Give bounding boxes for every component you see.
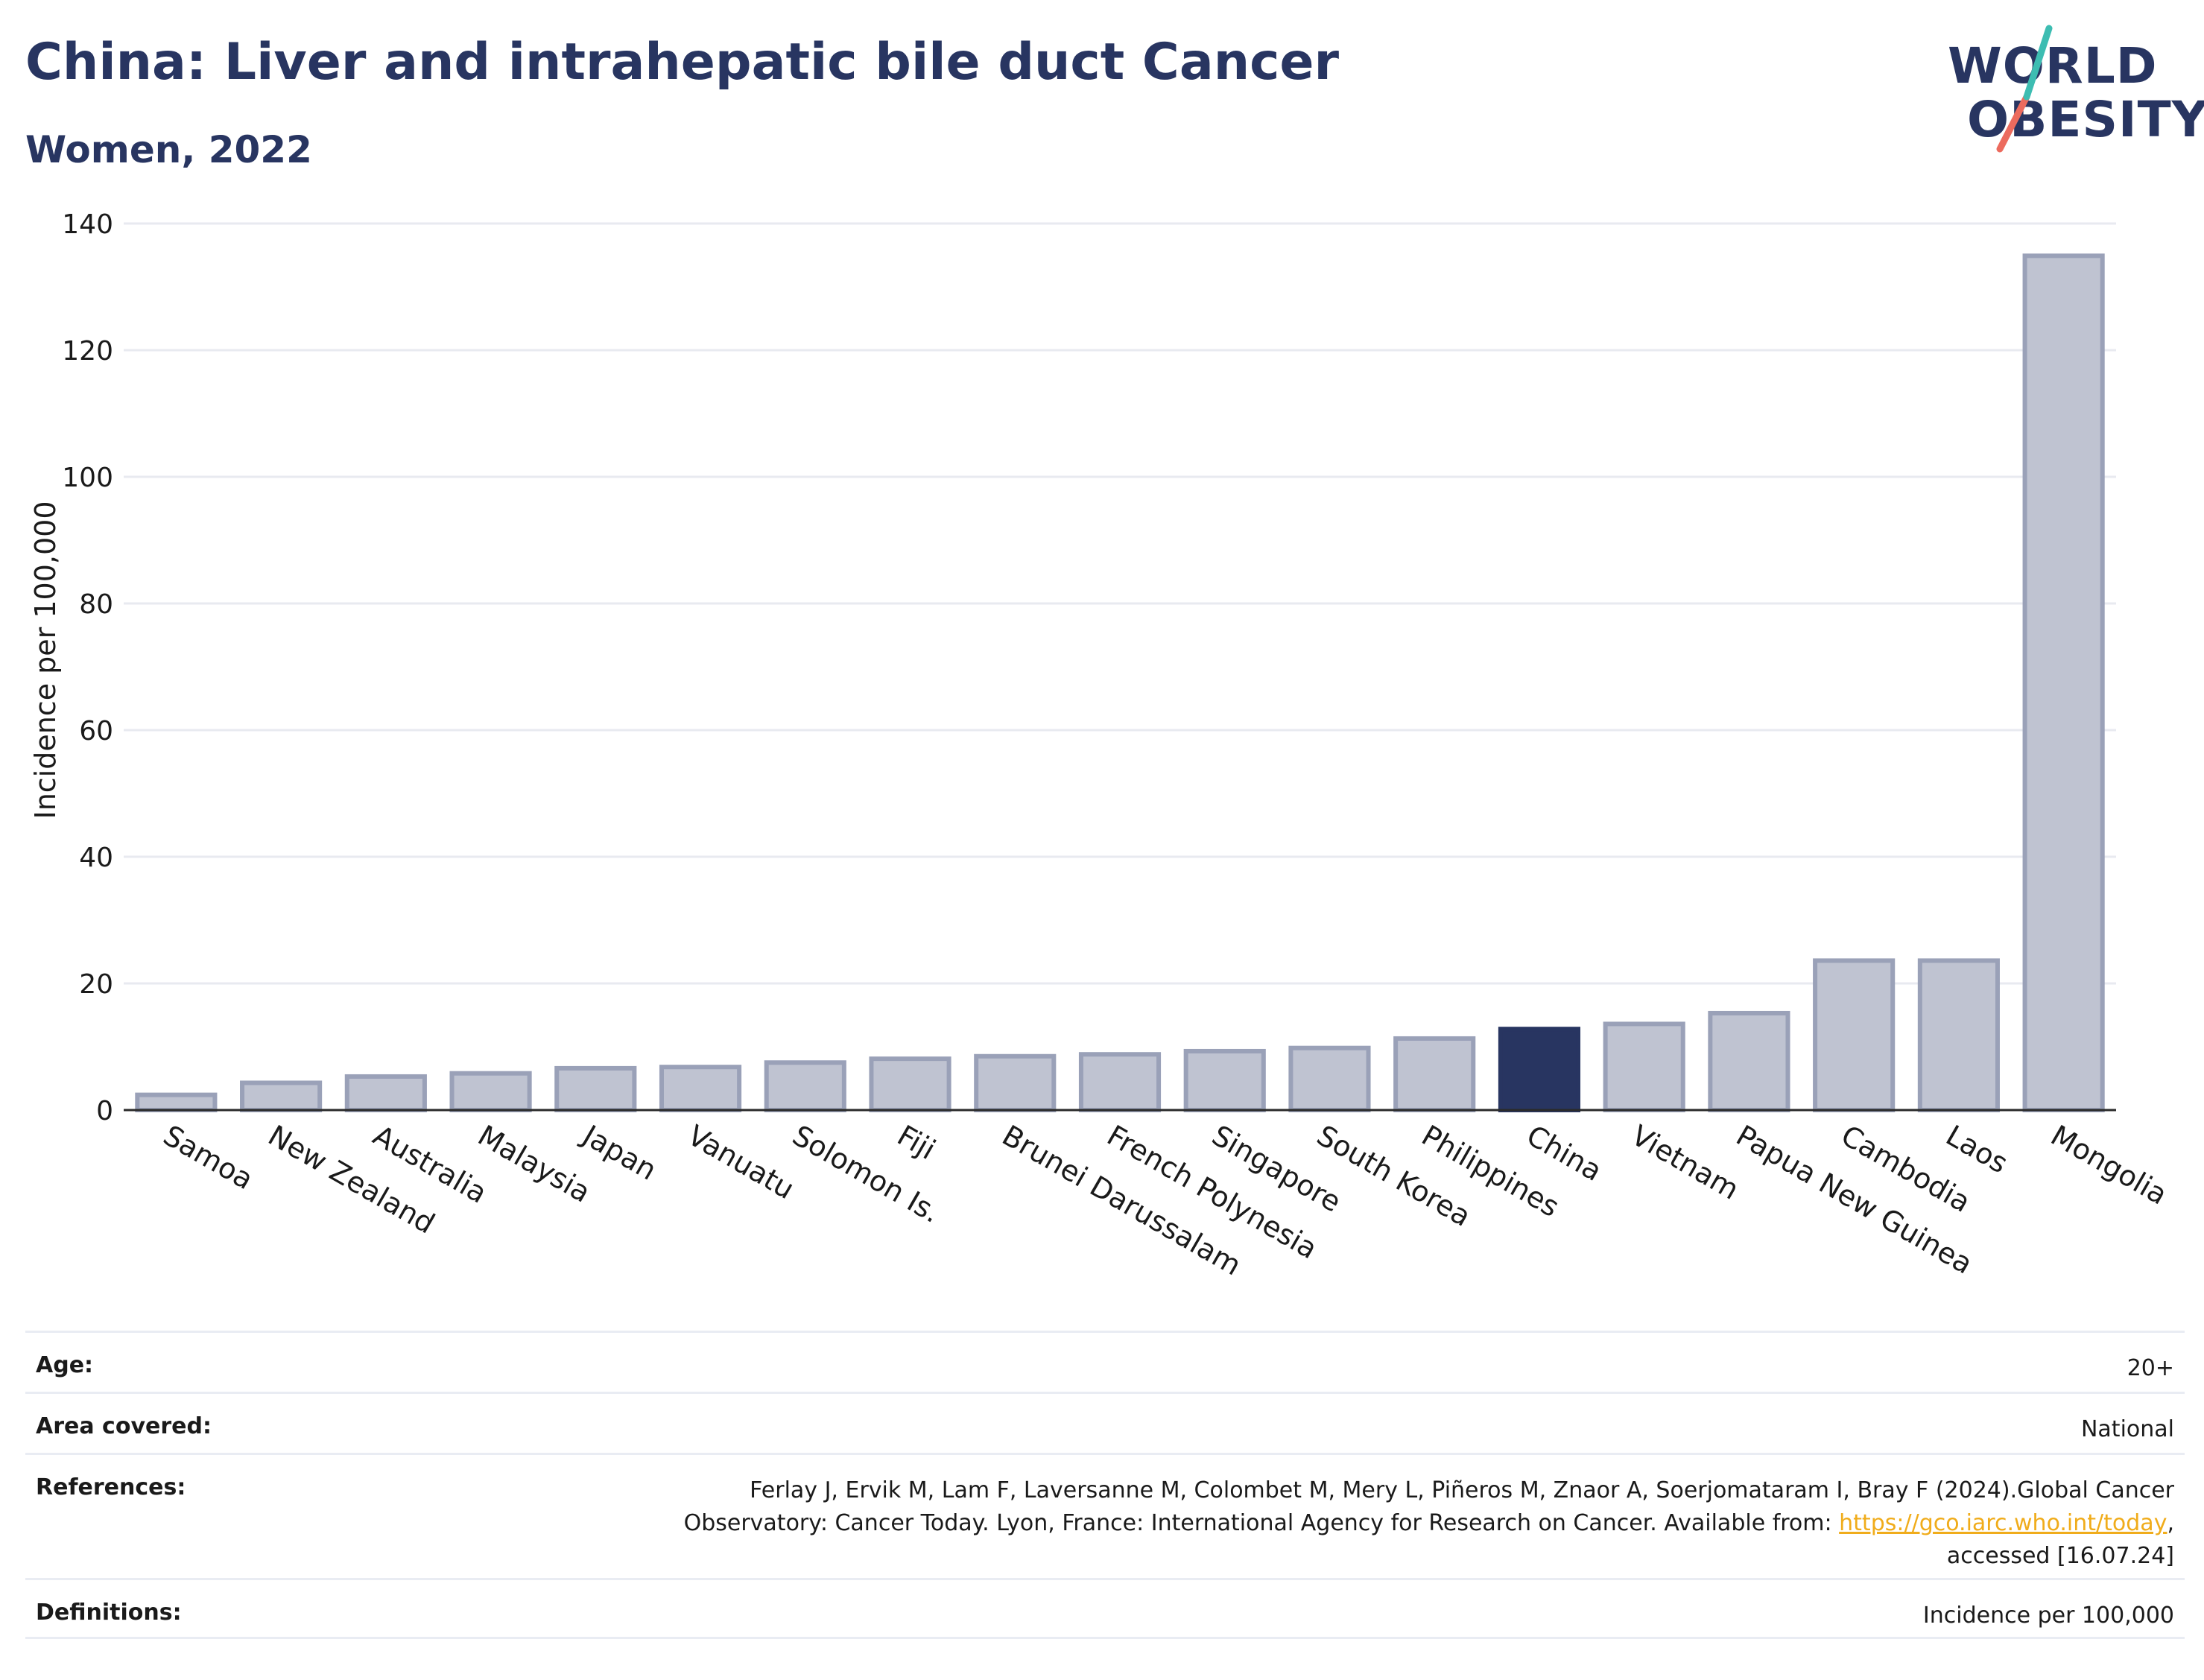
x-tick-label: Samoa: [158, 1119, 259, 1196]
info-row-age: Age: 20+: [25, 1331, 2185, 1392]
y-tick-label: 40: [79, 843, 113, 873]
y-tick-label: 120: [62, 336, 113, 367]
gridlines: [124, 222, 2116, 985]
bar-vanuatu: [659, 1065, 742, 1112]
area-value: National: [2080, 1416, 2174, 1442]
references-link[interactable]: https://gco.iarc.who.int/today: [1839, 1510, 2167, 1536]
bar-new-zealand: [240, 1080, 323, 1112]
age-value: 20+: [2127, 1355, 2174, 1381]
bars: [135, 253, 2105, 1113]
info-row-area: Area covered: National: [25, 1392, 2185, 1453]
logo-line-1: WORLD: [1948, 37, 2158, 95]
area-label: Area covered:: [36, 1413, 212, 1439]
bar-japan: [554, 1065, 637, 1113]
bar-mongolia: [2022, 253, 2105, 1113]
y-tick-label: 80: [79, 589, 113, 620]
references-line-3: accessed [16.07.24]: [1946, 1543, 2174, 1569]
references-label: References:: [36, 1474, 186, 1500]
y-tick-labels: 0 20 40 60 80 100 120 140: [62, 209, 113, 1126]
x-tick-label: Laos: [1940, 1119, 2013, 1180]
bar-papua-new-guinea: [1708, 1010, 1790, 1112]
bar-solomon-is: [764, 1060, 846, 1112]
references-line-2-end: ,: [2167, 1510, 2174, 1536]
bar-cambodia: [1813, 958, 1896, 1113]
bar-brunei-darussalam: [974, 1053, 1057, 1112]
references-line-1: Ferlay J, Ervik M, Lam F, Laversanne M, …: [750, 1477, 2174, 1503]
y-tick-label: 20: [79, 969, 113, 1000]
chart-subtitle: Women, 2022: [25, 128, 312, 171]
x-tick-label: Malaysia: [472, 1119, 596, 1209]
chart-title: China: Liver and intrahepatic bile duct …: [25, 33, 1340, 92]
x-tick-label: Vietnam: [1626, 1119, 1744, 1206]
bar-australia: [344, 1074, 427, 1112]
bar-china: [1498, 1027, 1581, 1112]
logo-slash-icon: [1996, 25, 2053, 153]
y-tick-label: 0: [96, 1096, 113, 1126]
info-row-definitions: Definitions: Incidence per 100,000: [25, 1578, 2185, 1639]
bar-fiji: [869, 1056, 951, 1113]
world-obesity-logo: WORLD OBESITY: [1937, 22, 2204, 156]
info-table: Age: 20+ Area covered: National Referenc…: [25, 1331, 2185, 1639]
definitions-label: Definitions:: [36, 1600, 182, 1626]
bar-south-korea: [1288, 1045, 1371, 1112]
y-tick-label: 100: [62, 463, 113, 493]
bar-vietnam: [1603, 1021, 1685, 1113]
references-line-2: Observatory: Cancer Today. Lyon, France:…: [683, 1510, 1840, 1536]
references-value: Ferlay J, Ervik M, Lam F, Laversanne M, …: [684, 1474, 2174, 1578]
info-row-references: References: Ferlay J, Ervik M, Lam F, La…: [25, 1453, 2185, 1578]
y-axis-label: Incidence per 100,000: [29, 501, 62, 819]
bar-singapore: [1183, 1048, 1266, 1112]
bar-chart: 0 20 40 60 80 100 120 140 Samoa New ZealandAustr…: [29, 209, 2173, 1282]
age-label: Age:: [36, 1352, 94, 1378]
definitions-value: Incidence per 100,000: [1922, 1603, 2174, 1629]
y-tick-label: 60: [79, 716, 113, 747]
bar-malaysia: [449, 1071, 532, 1112]
x-tick-label: Vanuatu: [683, 1119, 800, 1205]
bar-french-polynesia: [1078, 1052, 1162, 1112]
bar-samoa: [135, 1092, 218, 1112]
y-tick-label: 140: [62, 209, 113, 240]
bar-philippines: [1393, 1036, 1476, 1112]
x-tick-label: Mongolia: [2045, 1119, 2173, 1211]
x-tick-label: Fiji: [892, 1119, 941, 1166]
bar-laos: [1917, 958, 2000, 1113]
